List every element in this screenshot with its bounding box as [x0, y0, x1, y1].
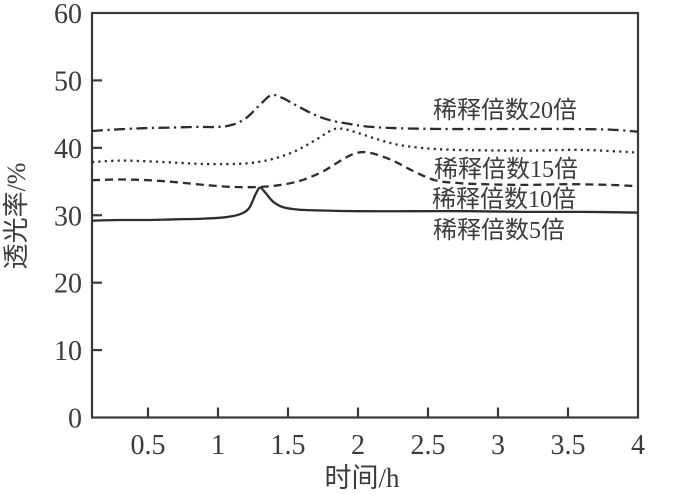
dilution-15x-line	[91, 127, 639, 166]
y-tick-label: 0	[68, 404, 82, 435]
axis-tick-marks	[92, 79, 570, 418]
x-tick-label: 4	[631, 430, 645, 461]
series-label-dilution-15x: 稀释倍数15倍	[434, 156, 578, 183]
y-axis-tick-labels: 0 10 20 30 40 50 60	[54, 0, 82, 435]
y-axis-title: 透光率/%	[2, 163, 31, 270]
y-tick-label: 60	[54, 0, 82, 30]
series-label-dilution-5x: 稀释倍数5倍	[433, 217, 565, 244]
x-tick-label: 1	[211, 430, 225, 461]
dilution-20x-line	[91, 93, 639, 133]
y-tick-label: 10	[54, 336, 82, 367]
x-tick-label: 2.5	[411, 430, 446, 461]
x-tick-label: 1.5	[271, 430, 306, 461]
x-tick-label: 3	[491, 430, 505, 461]
x-tick-label: 0.5	[131, 430, 166, 461]
dilution-10x-line	[91, 150, 639, 189]
data-curves	[91, 93, 639, 222]
x-tick-label: 3.5	[551, 430, 586, 461]
dilution-5x-line	[91, 186, 639, 222]
series-label-dilution-10x: 稀释倍数10倍	[432, 186, 576, 213]
y-tick-label: 40	[54, 134, 82, 165]
y-tick-label: 20	[54, 269, 82, 300]
y-tick-label: 30	[54, 201, 82, 232]
series-label-dilution-20x: 稀释倍数20倍	[433, 97, 577, 124]
y-tick-label: 50	[54, 66, 82, 97]
x-axis-tick-labels: 0.5 1 1.5 2 2.5 3 3.5 4	[131, 430, 646, 461]
x-axis-title: 时间/h	[324, 463, 400, 493]
plot-border	[90, 11, 640, 419]
x-tick-label: 2	[351, 430, 365, 461]
